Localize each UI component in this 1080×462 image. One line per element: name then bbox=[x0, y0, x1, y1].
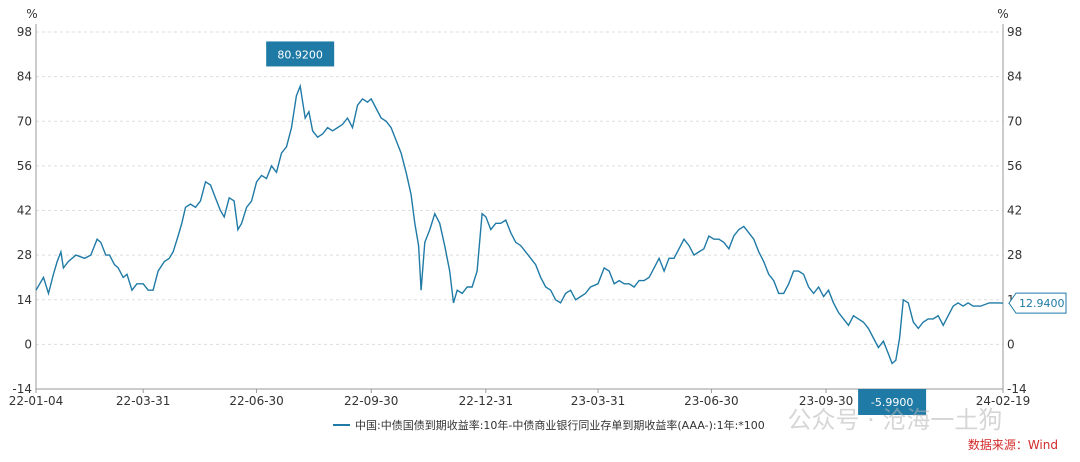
left-y-tick-label: 42 bbox=[17, 204, 32, 218]
legend: 中国:中债国债到期收益率:10年-中债商业银行同业存单到期收益率(AAA-):1… bbox=[333, 418, 765, 432]
axes bbox=[35, 24, 1004, 390]
right-y-tick-label: 98 bbox=[1007, 25, 1022, 39]
right-y-tick-label: 28 bbox=[1007, 248, 1022, 262]
x-tick-labels: 22-01-04 22-03-31 22-06-30 22-09-30 22-12-31… bbox=[9, 389, 1030, 408]
x-tick-label: 22-01-04 bbox=[9, 394, 63, 408]
left-y-tick-label: 14 bbox=[17, 293, 32, 307]
left-y-tick-label: 98 bbox=[17, 25, 32, 39]
x-tick-label: 22-12-31 bbox=[459, 394, 513, 408]
min-callout: -5.9900 bbox=[858, 389, 927, 415]
x-tick-label: 23-03-31 bbox=[571, 394, 625, 408]
right-y-tick-label: 56 bbox=[1007, 159, 1022, 173]
left-y-tick-label: 70 bbox=[17, 114, 32, 128]
legend-label: 中国:中债国债到期收益率:10年-中债商业银行同业存单到期收益率(AAA-):1… bbox=[355, 418, 765, 432]
x-tick-label: 22-06-30 bbox=[229, 394, 283, 408]
left-y-unit: % bbox=[26, 7, 37, 21]
series-line bbox=[35, 83, 1004, 365]
left-y-tick-label: 56 bbox=[17, 159, 32, 173]
x-tick-label: 22-09-30 bbox=[344, 394, 398, 408]
last-value-box bbox=[1008, 292, 1067, 314]
right-y-tick-label: 42 bbox=[1007, 204, 1022, 218]
x-tick-label: 22-03-31 bbox=[116, 394, 170, 408]
right-y-tick-label: 0 bbox=[1007, 337, 1015, 351]
source-label: 数据来源：Wind bbox=[968, 437, 1058, 452]
left-y-tick-label: 0 bbox=[24, 337, 32, 351]
left-y-tick-label: -14 bbox=[12, 382, 32, 396]
min-callout-box bbox=[858, 389, 927, 415]
left-y-tick-label: 28 bbox=[17, 248, 32, 262]
max-callout-box bbox=[266, 41, 335, 67]
x-tick-label: 23-06-30 bbox=[684, 394, 738, 408]
x-tick-label: 24-02-19 bbox=[976, 394, 1030, 408]
right-y-tick-label: 84 bbox=[1007, 70, 1022, 84]
watermark-text: 公众号 · 沧海一土狗 bbox=[788, 406, 1003, 434]
last-value-callout: 12.9400 bbox=[1008, 292, 1067, 314]
gridlines bbox=[36, 31, 1003, 345]
right-y-tick-label: 70 bbox=[1007, 114, 1022, 128]
left-y-tick-label: 84 bbox=[17, 70, 32, 84]
min-callout-label: -5.9900 bbox=[871, 396, 913, 409]
right-y-tick-label: -14 bbox=[1007, 382, 1027, 396]
x-tick-label: 23-09-30 bbox=[799, 394, 853, 408]
max-callout-label: 80.9200 bbox=[277, 48, 323, 61]
last-value-label: 12.9400 bbox=[1019, 297, 1065, 310]
right-y-unit: % bbox=[997, 7, 1008, 21]
max-callout: 80.9200 bbox=[266, 41, 335, 67]
